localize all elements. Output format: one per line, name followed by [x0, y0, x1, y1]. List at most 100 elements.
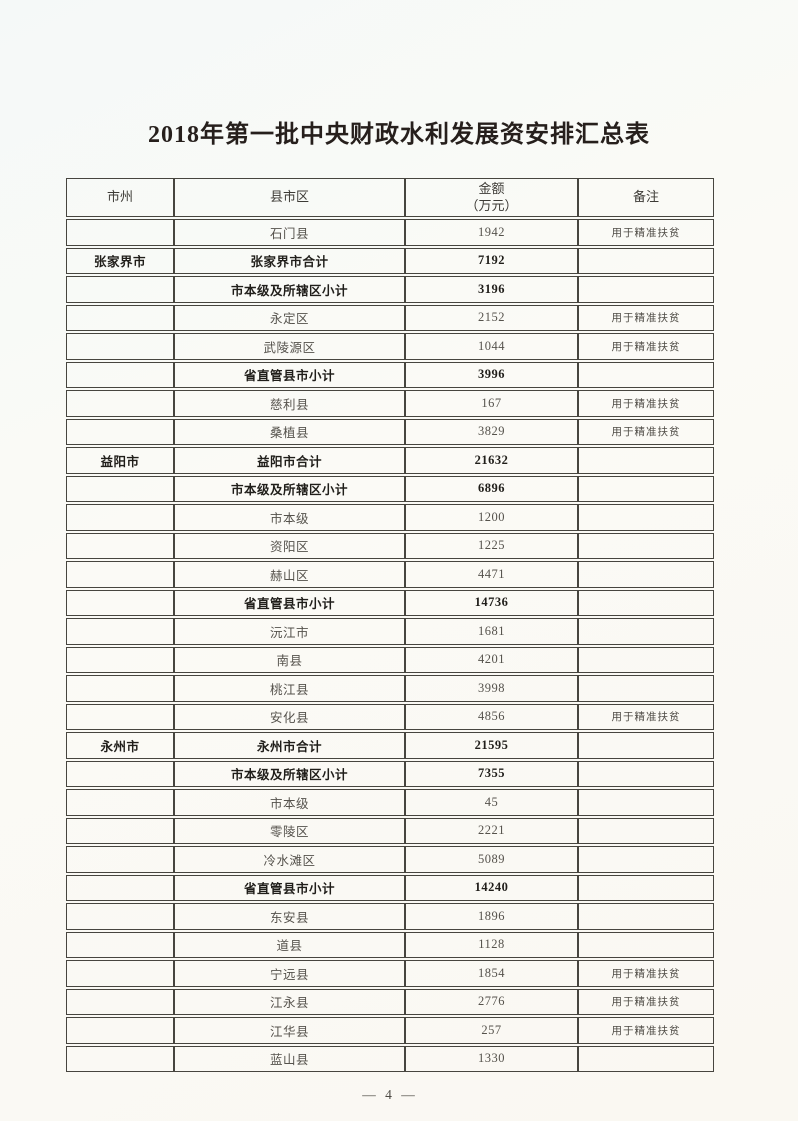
- page-number: — 4 —: [362, 1087, 418, 1102]
- city-cell: 益阳市: [66, 447, 174, 474]
- county-cell: 慈利县: [174, 390, 405, 417]
- table-row: 市本级及所辖区小计 7355: [66, 760, 714, 787]
- city-cell: [66, 874, 174, 901]
- city-cell: [66, 618, 174, 645]
- amount-cell: 1896: [405, 903, 578, 930]
- county-cell: 省直管县市小计: [174, 361, 405, 388]
- col-header-county: 县市区: [174, 178, 405, 217]
- amount-cell: 14736: [405, 589, 578, 616]
- amount-cell: 6896: [405, 475, 578, 502]
- amount-cell: 167: [405, 390, 578, 417]
- amount-cell: 2221: [405, 817, 578, 844]
- header-row: 市州 县市区 金额 （万元） 备注: [66, 178, 714, 217]
- table-row: 道县 1128: [66, 931, 714, 958]
- county-cell: 市本级及所辖区小计: [174, 760, 405, 787]
- remark-cell: [578, 276, 714, 303]
- amount-cell: 1200: [405, 504, 578, 531]
- county-cell: 江永县: [174, 988, 405, 1015]
- city-cell: [66, 219, 174, 246]
- remark-cell: 用于精准扶贫: [578, 703, 714, 730]
- remark-cell: 用于精准扶贫: [578, 988, 714, 1015]
- amount-cell: 1128: [405, 931, 578, 958]
- remark-cell: 用于精准扶贫: [578, 304, 714, 331]
- table-row: 江华县 257 用于精准扶贫: [66, 1017, 714, 1044]
- amount-cell: 2152: [405, 304, 578, 331]
- col-header-city: 市州: [66, 178, 174, 217]
- table-row: 张家界市 张家界市合计 7192: [66, 247, 714, 274]
- county-cell: 沅江市: [174, 618, 405, 645]
- remark-cell: [578, 1045, 714, 1072]
- table-row: 永州市 永州市合计 21595: [66, 732, 714, 759]
- remark-cell: [578, 874, 714, 901]
- amount-cell: 1330: [405, 1045, 578, 1072]
- amount-cell: 14240: [405, 874, 578, 901]
- table-row: 赫山区 4471: [66, 561, 714, 588]
- table-row: 东安县 1896: [66, 903, 714, 930]
- city-cell: [66, 760, 174, 787]
- remark-cell: [578, 646, 714, 673]
- city-cell: [66, 646, 174, 673]
- city-cell: [66, 703, 174, 730]
- city-cell: [66, 846, 174, 873]
- col-header-amount-line2: （万元）: [465, 197, 518, 213]
- table-row: 慈利县 167 用于精准扶贫: [66, 390, 714, 417]
- county-cell: 资阳区: [174, 532, 405, 559]
- city-cell: [66, 931, 174, 958]
- amount-cell: 4856: [405, 703, 578, 730]
- amount-cell: 21595: [405, 732, 578, 759]
- county-cell: 赫山区: [174, 561, 405, 588]
- county-cell: 武陵源区: [174, 333, 405, 360]
- remark-cell: [578, 504, 714, 531]
- amount-cell: 1225: [405, 532, 578, 559]
- city-cell: 张家界市: [66, 247, 174, 274]
- remark-cell: [578, 931, 714, 958]
- city-cell: [66, 304, 174, 331]
- remark-cell: 用于精准扶贫: [578, 219, 714, 246]
- amount-cell: 3996: [405, 361, 578, 388]
- amount-cell: 3998: [405, 675, 578, 702]
- remark-cell: 用于精准扶贫: [578, 1017, 714, 1044]
- county-cell: 永定区: [174, 304, 405, 331]
- county-cell: 零陵区: [174, 817, 405, 844]
- city-cell: [66, 817, 174, 844]
- amount-cell: 257: [405, 1017, 578, 1044]
- remark-cell: [578, 846, 714, 873]
- remark-cell: [578, 532, 714, 559]
- city-cell: [66, 561, 174, 588]
- city-cell: [66, 789, 174, 816]
- city-cell: [66, 589, 174, 616]
- remark-cell: [578, 675, 714, 702]
- county-cell: 桑植县: [174, 418, 405, 445]
- col-header-amount: 金额 （万元）: [405, 178, 578, 217]
- table-row: 资阳区 1225: [66, 532, 714, 559]
- county-cell: 南县: [174, 646, 405, 673]
- table-row: 蓝山县 1330: [66, 1045, 714, 1072]
- county-cell: 省直管县市小计: [174, 589, 405, 616]
- county-cell: 市本级: [174, 504, 405, 531]
- table-row: 武陵源区 1044 用于精准扶贫: [66, 333, 714, 360]
- remark-cell: [578, 618, 714, 645]
- county-cell: 张家界市合计: [174, 247, 405, 274]
- remark-cell: [578, 361, 714, 388]
- remark-cell: [578, 589, 714, 616]
- amount-cell: 4201: [405, 646, 578, 673]
- amount-cell: 1854: [405, 960, 578, 987]
- city-cell: [66, 361, 174, 388]
- county-cell: 冷水滩区: [174, 846, 405, 873]
- city-cell: [66, 1017, 174, 1044]
- county-cell: 省直管县市小计: [174, 874, 405, 901]
- amount-cell: 1942: [405, 219, 578, 246]
- remark-cell: 用于精准扶贫: [578, 960, 714, 987]
- county-cell: 宁远县: [174, 960, 405, 987]
- city-cell: [66, 675, 174, 702]
- amount-cell: 2776: [405, 988, 578, 1015]
- city-cell: [66, 333, 174, 360]
- amount-cell: 21632: [405, 447, 578, 474]
- col-header-remark: 备注: [578, 178, 714, 217]
- county-cell: 桃江县: [174, 675, 405, 702]
- remark-cell: [578, 732, 714, 759]
- county-cell: 安化县: [174, 703, 405, 730]
- county-cell: 益阳市合计: [174, 447, 405, 474]
- amount-cell: 3196: [405, 276, 578, 303]
- remark-cell: [578, 447, 714, 474]
